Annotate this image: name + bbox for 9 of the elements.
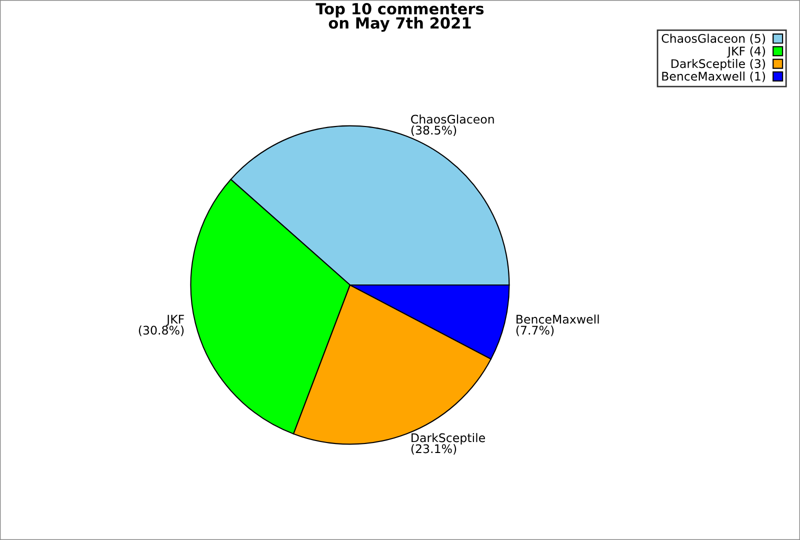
- chart-title: Top 10 commenters on May 7th 2021: [316, 2, 484, 32]
- data-label: DarkSceptile (23.1%): [411, 433, 485, 455]
- data-label: BenceMaxwell (7.7%): [516, 314, 599, 336]
- data-label: JKF (30.8%): [138, 314, 184, 336]
- data-label: ChaosGlaceon (38.5%): [411, 114, 494, 136]
- legend-label: JKF (4): [726, 46, 766, 58]
- legend-label: DarkSceptile (3): [672, 58, 766, 70]
- legend-label: ChaosGlaceon (5): [662, 34, 766, 44]
- legend-label: BenceMaxwell (1): [662, 72, 766, 82]
